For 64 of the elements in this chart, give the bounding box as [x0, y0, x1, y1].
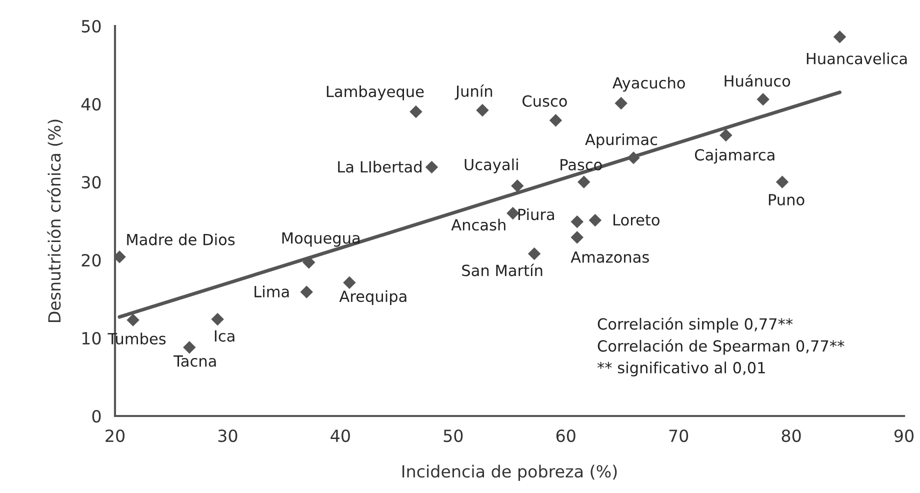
- point: [588, 214, 602, 227]
- annotation: Lambayeque: [326, 85, 424, 100]
- annotation: Puno: [768, 194, 804, 206]
- annotation: Amazonas: [570, 251, 649, 263]
- annotation: ** significativo al 0,01: [597, 362, 765, 376]
- annotation: Madre de Dios: [127, 233, 235, 246]
- x-tick-label: 90: [894, 429, 914, 442]
- x-tick-label: 70: [669, 429, 688, 442]
- point: [528, 247, 541, 260]
- point: [300, 286, 313, 298]
- point: [511, 180, 524, 192]
- annotation: Apurimac: [585, 133, 658, 148]
- x-tick-label: 50: [444, 429, 463, 442]
- annotation: Pasco: [560, 159, 602, 170]
- point: [614, 96, 628, 110]
- x-tick-label: 20: [106, 429, 124, 442]
- annotation: Loreto: [614, 214, 660, 226]
- annotation: La LIbertad: [338, 160, 422, 173]
- annotation: Huancavelica: [806, 52, 907, 64]
- annotation: Junín: [454, 84, 492, 100]
- annotation: Ucayali: [464, 158, 518, 174]
- y-tick-label: 30: [82, 176, 101, 189]
- point: [570, 215, 584, 228]
- annotation: Correlación simple 0,77**: [598, 317, 793, 333]
- annotation: Piura: [518, 208, 554, 220]
- point: [776, 176, 789, 188]
- point: [343, 276, 356, 289]
- point: [833, 30, 846, 44]
- y-tick-label: 20: [82, 254, 101, 267]
- annotation: San Martín: [462, 264, 542, 276]
- x-tick-label: 60: [556, 429, 576, 442]
- annotation: Correlación de Spearman 0,77**: [598, 339, 844, 355]
- annotation: Cusco: [522, 95, 567, 107]
- annotation: Moquegua: [282, 232, 360, 247]
- point: [627, 151, 640, 164]
- y-axis-title: Desnutrición crónica (%): [47, 120, 63, 322]
- y-tick-label: 50: [82, 20, 101, 33]
- annotation: Cajamarca: [694, 148, 774, 164]
- point: [549, 114, 562, 127]
- x-tick-label: 40: [330, 429, 350, 442]
- point: [578, 176, 590, 188]
- x-tick-label: 80: [782, 429, 801, 442]
- point: [302, 256, 316, 269]
- annotation: Ancash: [451, 218, 506, 231]
- point: [476, 104, 489, 117]
- point: [720, 128, 732, 142]
- y-tick-label: 10: [82, 332, 101, 345]
- annotation: Ayacucho: [612, 76, 685, 92]
- y-tick-label: 0: [92, 410, 101, 423]
- point: [756, 92, 770, 106]
- y-tick-label: 40: [81, 98, 101, 111]
- point: [570, 231, 584, 244]
- point: [425, 160, 438, 174]
- point: [211, 312, 224, 326]
- point: [126, 314, 140, 326]
- annotation: Tacna: [174, 355, 216, 367]
- annotation: Huánuco: [724, 74, 790, 87]
- annotation: Lima: [254, 286, 289, 298]
- x-tick-label: 30: [218, 429, 238, 442]
- annotation: Ica: [214, 330, 234, 342]
- point: [410, 105, 422, 118]
- x-axis-title: Incidencia de pobreza (%): [402, 464, 617, 481]
- annotation: Arequipa: [339, 290, 406, 306]
- point: [183, 340, 196, 354]
